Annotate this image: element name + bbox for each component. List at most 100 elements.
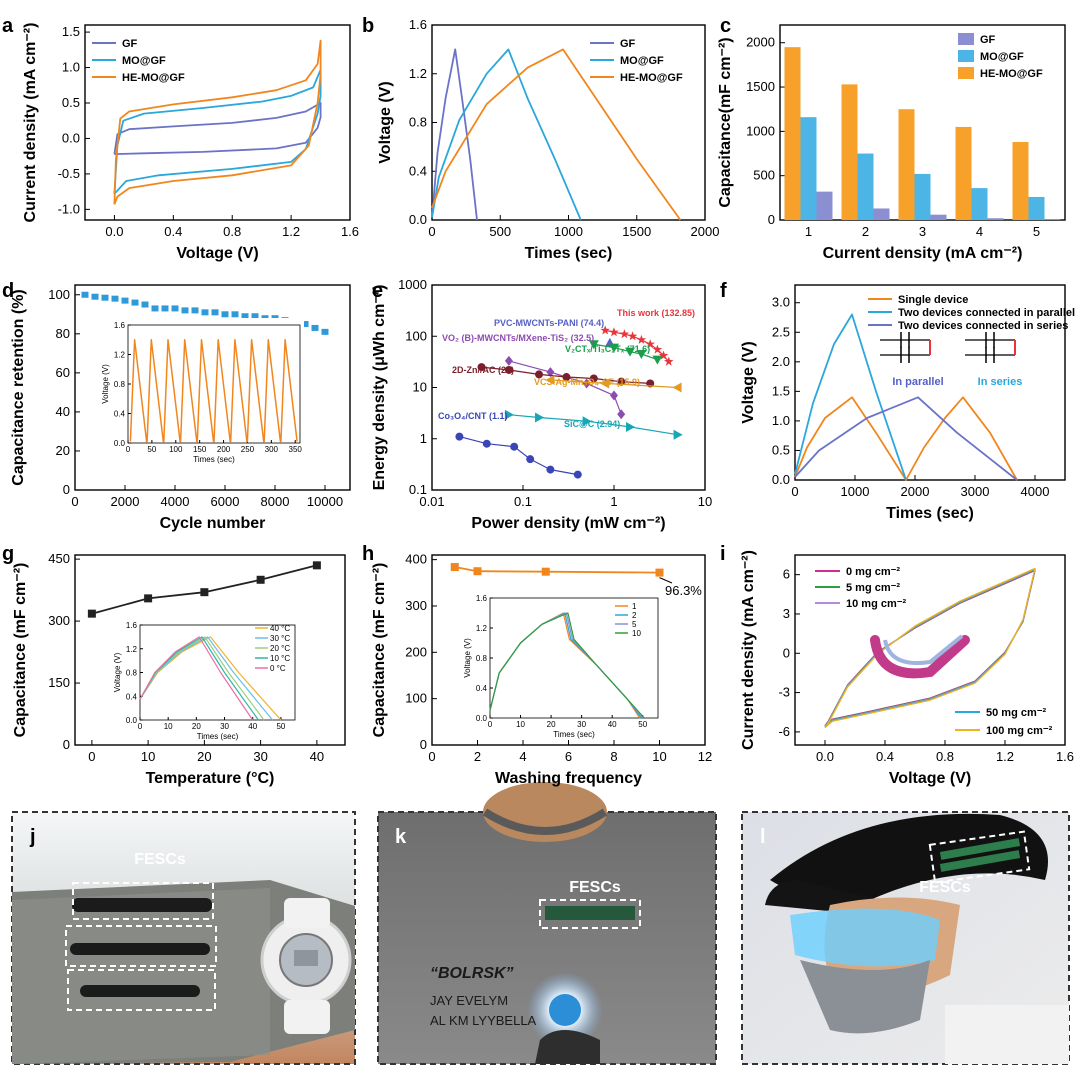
y-tick-label: 0 — [63, 482, 70, 497]
y-tick-label: 3 — [783, 606, 790, 621]
bar-GF-2 — [873, 208, 890, 220]
panel-label-g: g — [2, 543, 14, 565]
x-tick-label: 500 — [489, 224, 511, 239]
x-tick-label: 0.01 — [419, 494, 444, 509]
legend-entry: 30 °C — [270, 634, 290, 643]
bar-MO@GF-2 — [857, 153, 874, 220]
x-tick-label: 0 — [71, 494, 78, 509]
y-tick-label: 500 — [753, 168, 775, 183]
marker-circle — [562, 373, 571, 382]
y-tick-label: 100 — [405, 691, 427, 706]
x-tick-label: 1 — [610, 494, 617, 509]
x-tick-label: 0 — [428, 749, 435, 764]
plot-frame — [794, 554, 1066, 746]
legend-entry: 2 — [632, 611, 637, 620]
x-axis-title: Washing frequency — [495, 770, 642, 787]
x-tick-label: 2000 — [901, 484, 930, 499]
y-tick-label: 0.4 — [126, 692, 138, 701]
y-tick-label: 0.0 — [409, 212, 427, 227]
y-tick-label: 6 — [783, 567, 790, 582]
marker-circle — [546, 465, 555, 474]
y-tick-label: 3.0 — [772, 295, 790, 310]
y-tick-label: 0 — [768, 212, 775, 227]
x-tick-label: 10 — [141, 749, 155, 764]
retention-point — [91, 293, 99, 300]
plot-frame — [74, 284, 351, 491]
marker-diamond — [546, 367, 555, 378]
y-axis-title: Capacitance(mF cm⁻²) — [717, 37, 734, 207]
x-tick-label: 0.4 — [876, 749, 894, 764]
marker-triangle-down — [652, 355, 663, 365]
capacitance-point — [541, 567, 550, 576]
retention-point — [301, 321, 309, 328]
legend-entry: HE-MO@GF — [620, 72, 683, 84]
legend-entry: 10 mg cm⁻² — [846, 598, 907, 610]
retention-point — [311, 324, 319, 331]
series-label: V₂CTₓ/Ti₃C₂Tₓ (71.6) — [565, 344, 650, 354]
marker-diamond — [504, 355, 513, 366]
x-tick-label: 10 — [698, 494, 712, 509]
x-tick-label: 4000 — [1021, 484, 1050, 499]
photo-panel-k — [377, 782, 717, 1065]
x-axis-title: Times (sec) — [553, 730, 595, 739]
x-tick-label: 1000 — [841, 484, 870, 499]
y-tick-label: 100 — [405, 328, 427, 343]
chart-i: 0.0 0.4 0.8 1.2 1.6 -6 -3 0 3 6 Voltage (V) Current… — [740, 550, 1074, 787]
retention-point — [321, 328, 329, 335]
marker-circle — [482, 439, 491, 448]
y-axis-title: Capacitance retention (%) — [10, 289, 27, 485]
x-tick-label: 250 — [241, 445, 255, 454]
legend-entry: 10 — [632, 629, 641, 638]
marker-triangle-left — [545, 375, 555, 386]
shirt-text: AL KM LYYBELLA — [430, 1013, 537, 1028]
y-tick-label: 0.8 — [409, 115, 427, 130]
bar-GF-3 — [930, 214, 947, 220]
legend-entry: GF — [122, 38, 138, 50]
x-tick-label: 5 — [1033, 224, 1040, 239]
fiber — [870, 635, 970, 679]
x-tick-label: 200 — [217, 445, 231, 454]
marker-star — [664, 356, 674, 366]
plot-frame — [794, 284, 1066, 481]
shirt-text: JAY EVELYM — [430, 993, 508, 1008]
y-tick-label: 1 — [420, 431, 427, 446]
marker-star — [600, 325, 610, 335]
y-tick-label: -3 — [778, 685, 790, 700]
legend-entry: 100 mg cm⁻² — [986, 725, 1053, 737]
legend-entry: 0 °C — [270, 664, 286, 673]
marker-triangle-left — [672, 382, 682, 393]
inset-d: 0 50 100 150 200 250 300 350 0.0 0.4 0.8 1.2 1.6 Time… — [100, 318, 304, 466]
legend-entry: 0 mg cm⁻² — [846, 566, 900, 578]
y-tick-label: 450 — [48, 551, 70, 566]
y-tick-label: 1.6 — [476, 594, 488, 603]
y-tick-label: 1.5 — [62, 24, 80, 39]
legend-entry: 20 °C — [270, 644, 290, 653]
x-tick-label: 20 — [192, 722, 201, 731]
marker-triangle-right — [535, 412, 545, 423]
x-tick-label: 0 — [138, 722, 143, 731]
chart-f: 0 1000 2000 3000 4000 0.0 0.5 1.0 1.5 2.0 2.5 3.0 Ti… — [740, 284, 1075, 522]
series-label: VCS-Ag-Mn₃O₄-CF (15.9) — [534, 377, 640, 387]
y-tick-label: 1500 — [746, 79, 775, 94]
x-tick-label: 0 — [488, 720, 493, 729]
y-tick-label: 20 — [56, 443, 70, 458]
x-tick-label: 1000 — [554, 224, 583, 239]
bar-MO@GF-1 — [800, 117, 817, 220]
x-tick-label: 30 — [220, 722, 229, 731]
series-GF — [431, 48, 478, 221]
capacitance-point — [473, 567, 482, 576]
y-axis-title: Voltage (V) — [101, 364, 110, 404]
x-tick-label: 1.6 — [341, 224, 359, 239]
x-axis-title: Power density (mW cm⁻²) — [471, 515, 665, 532]
marker-triangle-right — [626, 421, 636, 432]
x-tick-label: 4000 — [161, 494, 190, 509]
x-tick-label: 20 — [197, 749, 211, 764]
chart-a: 0.0 0.4 0.8 1.2 1.6 -1.0 -0.5 0.0 0.5 1.0 1.5 Volta… — [22, 23, 359, 262]
x-tick-label: 8 — [610, 749, 617, 764]
legend-entry: 40 °C — [270, 624, 290, 633]
panel-label-h: h — [362, 543, 374, 565]
y-tick-label: 0.5 — [62, 95, 80, 110]
y-tick-label: 0.4 — [476, 684, 488, 693]
legend-swatch — [958, 50, 974, 62]
x-axis-title: Voltage (V) — [176, 245, 258, 262]
